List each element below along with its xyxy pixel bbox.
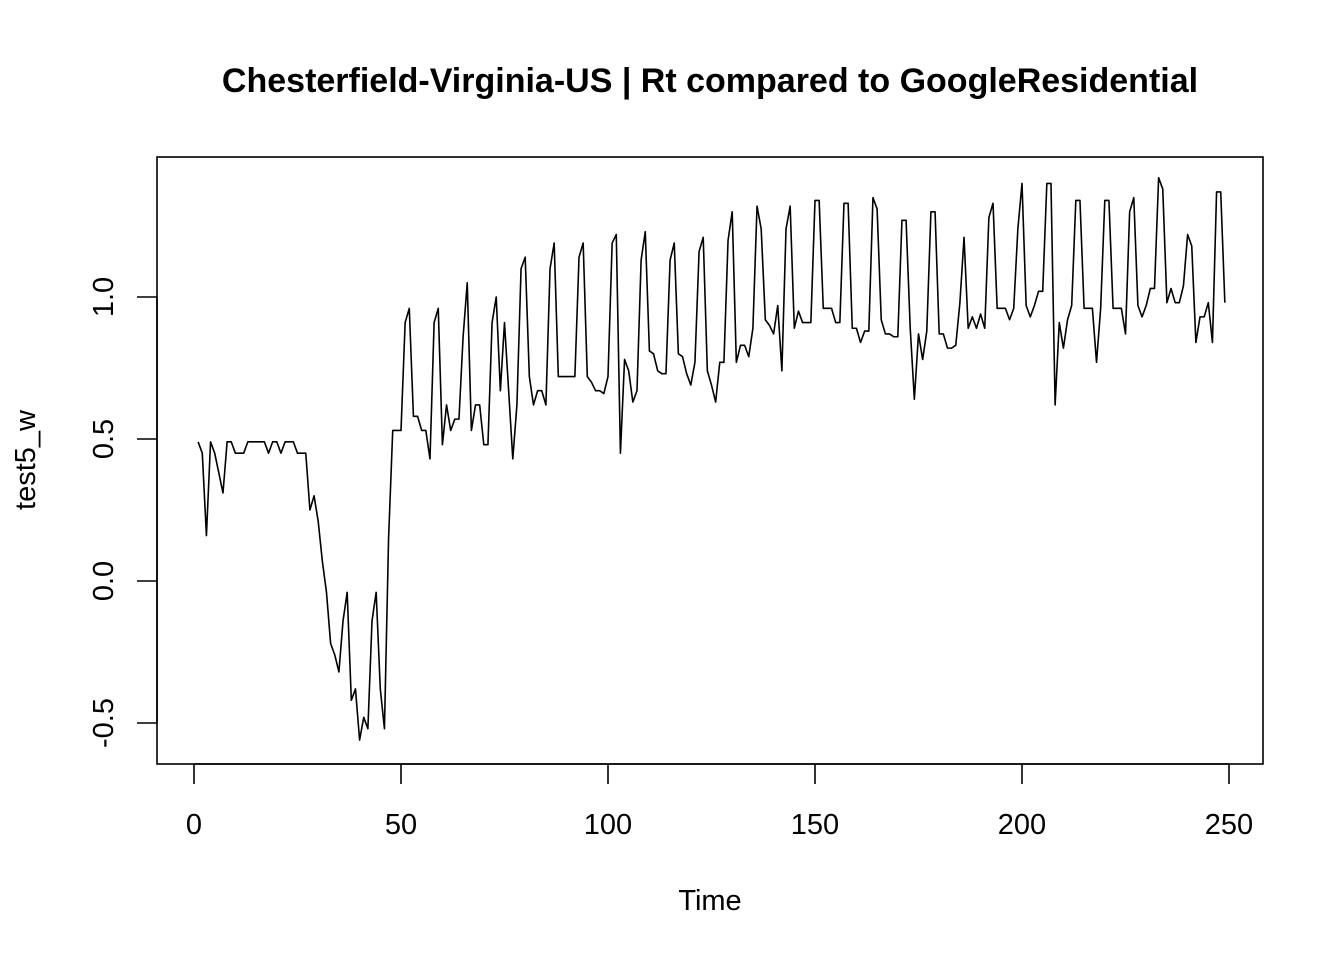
y-tick-label: 1.0 xyxy=(88,277,120,317)
y-tick-label: 0.0 xyxy=(88,561,120,601)
x-tick-label: 200 xyxy=(998,809,1046,841)
chart-title: Chesterfield-Virginia-US | Rt compared t… xyxy=(222,62,1198,100)
plot-frame xyxy=(156,156,1264,765)
y-axis: -0.5 0.0 0.5 1.0 xyxy=(88,277,158,748)
y-tick-label: -0.5 xyxy=(88,698,120,748)
y-axis-label: test5_w xyxy=(10,409,42,510)
y-tick-label: 0.5 xyxy=(88,419,120,459)
series-line xyxy=(197,176,1226,741)
x-tick-label: 50 xyxy=(385,809,417,841)
x-tick-label: 150 xyxy=(791,809,839,841)
x-axis-label: Time xyxy=(678,885,741,917)
x-axis: 0 50 100 150 200 250 xyxy=(186,763,1253,841)
x-tick-label: 100 xyxy=(584,809,632,841)
x-tick-label: 250 xyxy=(1205,809,1253,841)
x-tick-label: 0 xyxy=(186,809,202,841)
